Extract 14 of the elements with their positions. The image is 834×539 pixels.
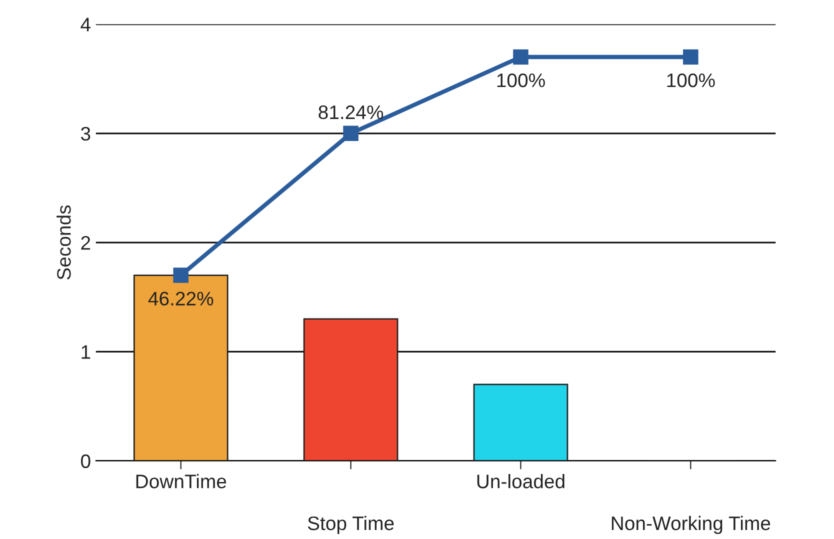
y-tick-label: 2 xyxy=(81,236,90,250)
annotation: 100% xyxy=(667,73,715,88)
x-tick-label: Stop Time xyxy=(308,516,394,534)
annotation: 46.22% xyxy=(148,292,214,306)
x-tick-label: Non-Working Time xyxy=(612,516,770,534)
y-tick-label: 3 xyxy=(80,126,90,141)
y-tick-label: 0 xyxy=(80,454,90,468)
y-tick-label: 4 xyxy=(80,18,90,32)
x-tick-label: DownTime xyxy=(136,474,226,488)
y-axis-title: Seconds xyxy=(56,205,71,280)
annotation: 81.24% xyxy=(318,105,384,120)
annotation: 100% xyxy=(497,73,545,88)
x-tick-label: Un-loaded xyxy=(477,474,564,488)
y-tick-label: 1 xyxy=(82,345,90,359)
